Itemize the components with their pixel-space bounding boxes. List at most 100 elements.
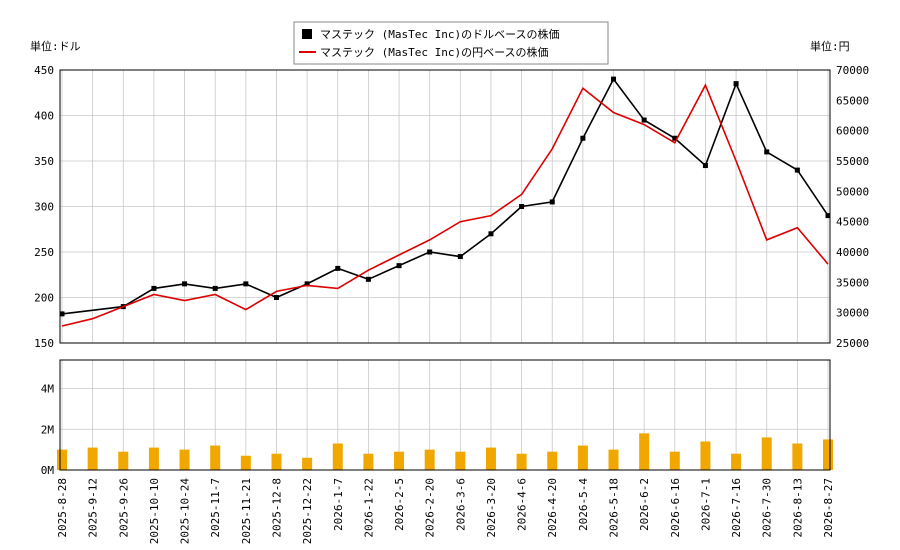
volume-bar xyxy=(394,451,405,470)
x-axis: 2025-8-28 2025-9-12 2025-9-26 2025-10-10 202… xyxy=(56,478,835,545)
left-unit-label: 単位:ドル xyxy=(30,39,81,53)
usd-price-point xyxy=(243,281,249,287)
x-tick-label: 2026-6-16 xyxy=(669,478,682,538)
volume-axis: 0M 2M 4M xyxy=(41,383,55,477)
usd-price-point xyxy=(365,276,371,282)
usd-price-point xyxy=(151,285,157,291)
x-tick-label: 2026-5-18 xyxy=(608,478,621,538)
volume-bar xyxy=(271,453,282,470)
volume-bar xyxy=(363,453,374,470)
x-tick-label: 2026-8-13 xyxy=(791,478,804,538)
usd-price-point xyxy=(733,81,739,87)
volume-bar xyxy=(210,445,221,470)
usd-price-point xyxy=(212,285,218,291)
legend-usd-swatch xyxy=(302,29,312,39)
price-plot-frame xyxy=(59,69,831,344)
left-axis: 150 200 250 300 350 400 450 xyxy=(34,64,54,350)
volume-bar xyxy=(455,451,466,470)
right-tick-label: 25000 xyxy=(836,337,869,350)
x-tick-label: 2026-1-22 xyxy=(362,478,375,538)
left-tick-label: 250 xyxy=(34,246,54,259)
usd-price-point xyxy=(304,281,310,287)
right-axis: 25000 30000 35000 40000 45000 50000 55000 60000… xyxy=(836,64,869,350)
x-tick-label: 2026-3-20 xyxy=(485,478,498,538)
usd-price-point xyxy=(641,117,647,123)
x-tick-label: 2026-1-7 xyxy=(332,478,345,531)
volume-bar xyxy=(516,453,527,470)
volume-bar xyxy=(87,447,98,470)
usd-price-point xyxy=(396,263,402,269)
usd-price-point xyxy=(764,149,770,155)
usd-price-point xyxy=(488,231,494,237)
usd-price-point xyxy=(794,167,800,173)
x-tick-label: 2025-12-8 xyxy=(270,478,283,538)
right-tick-label: 65000 xyxy=(836,94,869,107)
volume-bar xyxy=(424,449,435,470)
right-tick-label: 60000 xyxy=(836,125,869,138)
usd-price-point xyxy=(335,265,341,271)
x-tick-label: 2025-9-26 xyxy=(117,478,130,538)
usd-price-point xyxy=(672,135,678,141)
left-tick-label: 450 xyxy=(34,64,54,77)
right-tick-label: 50000 xyxy=(836,185,869,198)
left-tick-label: 350 xyxy=(34,155,54,168)
right-tick-label: 45000 xyxy=(836,216,869,229)
right-tick-label: 55000 xyxy=(836,155,869,168)
right-tick-label: 30000 xyxy=(836,307,869,320)
volume-bar xyxy=(547,451,558,470)
right-tick-label: 70000 xyxy=(836,64,869,77)
usd-price-point xyxy=(273,295,279,300)
x-tick-label: 2026-2-5 xyxy=(393,478,406,531)
usd-price-point xyxy=(427,249,433,255)
x-tick-label: 2026-6-2 xyxy=(638,478,651,531)
volume-bar xyxy=(608,449,619,470)
volume-bar xyxy=(669,451,680,470)
x-tick-label: 2026-7-30 xyxy=(761,478,774,538)
x-tick-label: 2026-7-16 xyxy=(730,478,743,538)
right-unit-label: 単位:円 xyxy=(810,39,850,53)
x-tick-label: 2026-4-20 xyxy=(546,478,559,538)
left-tick-label: 150 xyxy=(34,337,54,350)
volume-bar xyxy=(731,453,742,470)
usd-price-line xyxy=(61,77,829,315)
right-tick-label: 35000 xyxy=(836,276,869,289)
x-tick-label: 2025-10-24 xyxy=(179,478,192,545)
right-tick-label: 40000 xyxy=(836,246,869,259)
usd-price-point xyxy=(825,213,831,219)
x-tick-label: 2025-8-28 xyxy=(56,478,69,538)
left-tick-label: 400 xyxy=(34,110,54,123)
usd-price-point xyxy=(580,135,586,141)
x-tick-label: 2026-3-6 xyxy=(454,478,467,531)
x-tick-label: 2026-7-1 xyxy=(699,478,712,531)
volume-bar xyxy=(118,451,129,470)
chart-grid xyxy=(60,69,830,471)
volume-tick-label: 0M xyxy=(41,464,55,477)
usd-price-point xyxy=(702,163,708,169)
x-tick-label: 2025-11-7 xyxy=(209,478,222,538)
x-tick-label: 2025-9-12 xyxy=(87,478,100,538)
usd-price-series xyxy=(59,76,831,317)
usd-price-point xyxy=(457,254,463,260)
volume-bar xyxy=(639,433,650,470)
volume-bar xyxy=(332,443,343,470)
volume-bar xyxy=(179,449,190,470)
x-tick-label: 2026-5-4 xyxy=(577,478,590,531)
x-tick-label: 2026-4-6 xyxy=(516,478,529,531)
jpy-price-line xyxy=(61,83,829,327)
volume-bar xyxy=(823,439,833,470)
usd-price-point xyxy=(182,281,188,287)
x-tick-label: 2025-10-10 xyxy=(148,478,161,544)
volume-bar xyxy=(302,457,313,470)
left-tick-label: 200 xyxy=(34,292,54,305)
usd-price-point xyxy=(549,199,555,205)
usd-price-point xyxy=(519,204,525,209)
volume-bar xyxy=(485,447,496,470)
x-tick-label: 2025-11-21 xyxy=(240,478,253,544)
volume-tick-label: 2M xyxy=(41,423,55,436)
volume-bar xyxy=(761,437,772,470)
volume-bar xyxy=(700,441,711,470)
legend-usd-label: マステック (MasTec Inc)のドルベースの株価 xyxy=(320,27,560,41)
volume-bar xyxy=(57,449,67,470)
usd-price-point xyxy=(611,76,617,82)
volume-tick-label: 4M xyxy=(41,383,55,396)
